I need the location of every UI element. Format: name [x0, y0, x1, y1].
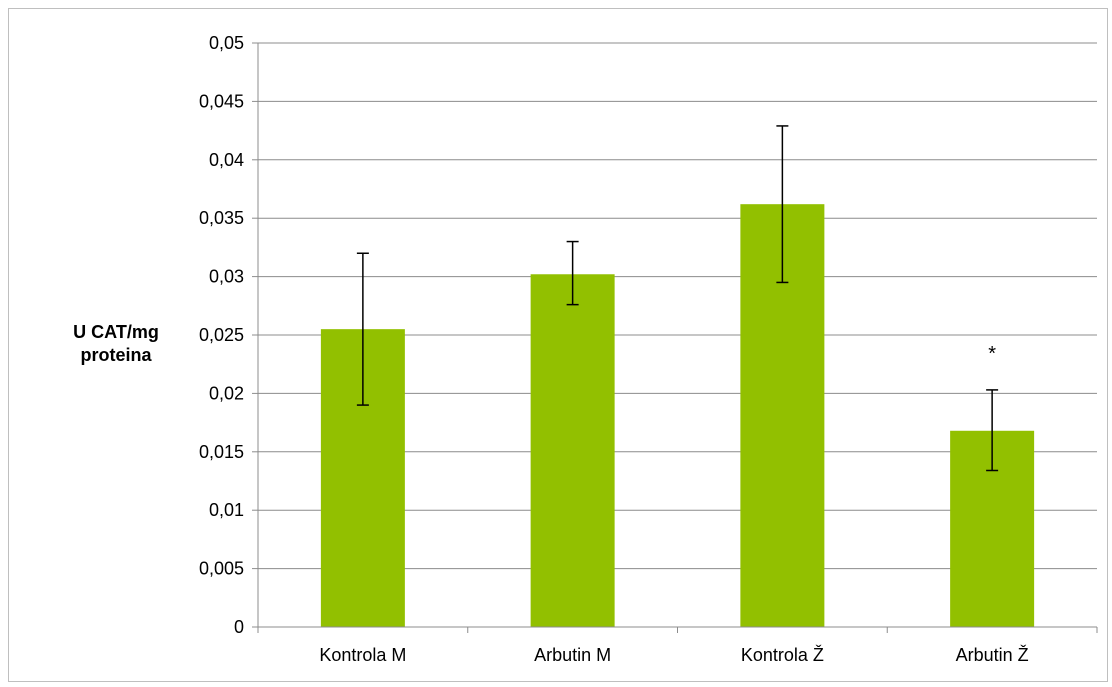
y-tick-label: 0,03: [209, 267, 244, 287]
y-tick-label: 0,02: [209, 383, 244, 403]
x-tick-label: Kontrola Ž: [741, 645, 824, 665]
x-tick-label: Kontrola M: [319, 645, 406, 665]
y-tick-label: 0,015: [199, 442, 244, 462]
y-tick-label: 0,035: [199, 208, 244, 228]
y-axis-label-line-2: proteina: [80, 345, 152, 365]
y-tick-label: 0: [234, 617, 244, 637]
y-tick-label: 0,005: [199, 559, 244, 579]
bars: [320, 204, 1035, 627]
y-tick-label: 0,05: [209, 33, 244, 53]
y-tick-label: 0,04: [209, 150, 244, 170]
y-tick-label: 0,045: [199, 91, 244, 111]
significance-marker: *: [988, 343, 996, 365]
axes: [252, 42, 1098, 633]
bar: [530, 274, 615, 627]
x-tick-label: Arbutin Ž: [956, 645, 1029, 665]
error-bars: [356, 125, 999, 472]
labels: 0 0,005 0,01 0,015 0,02 0,025 0,03 0,035 0,04 0,0…: [199, 33, 1029, 665]
y-tick-label: 0,025: [199, 325, 244, 345]
y-axis-label-line-1: U CAT/mg: [73, 322, 159, 342]
x-tick-label: Arbutin M: [534, 645, 611, 665]
y-tick-label: 0,01: [209, 500, 244, 520]
